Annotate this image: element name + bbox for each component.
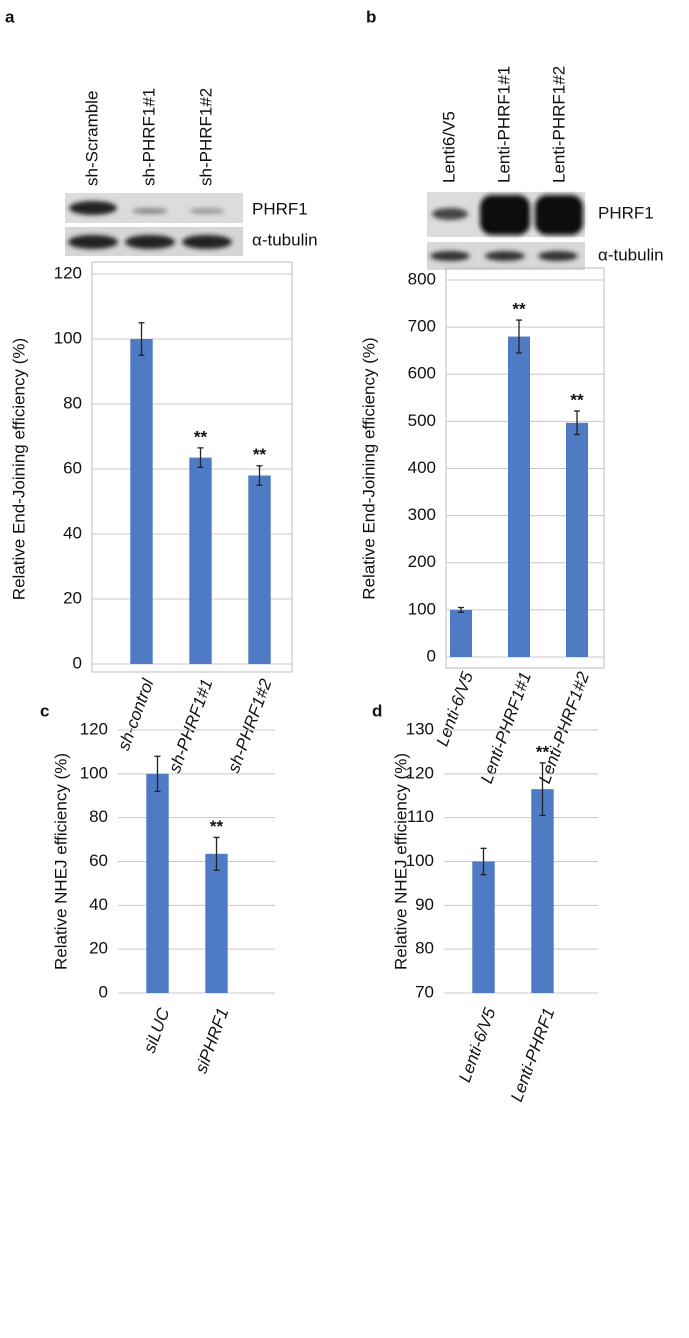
y-axis-label: Relative NHEJ efficiency (%) [391,753,410,970]
y-tick-label: 600 [408,364,436,383]
y-tick-label: 120 [406,763,434,782]
x-tick-label: Lenti-6/V5 [433,669,478,749]
y-tick-label: 120 [80,719,108,738]
bar [189,457,212,664]
band [538,251,578,261]
protein-label: α-tubulin [252,230,318,249]
x-tick-label: Lenti-PHRF1#2 [535,669,593,786]
lane-label: Lenti-PHRF1#1 [494,66,513,183]
y-axis-label: Relative End-Joining efficiency (%) [359,337,378,599]
y-tick-label: 80 [63,393,82,412]
y-tick-label: 400 [408,458,436,477]
panel-label: d [372,701,382,720]
protein-label: PHRF1 [252,199,308,218]
bar [205,853,228,993]
y-tick-label: 60 [63,458,82,477]
band [430,251,470,261]
panel-label: c [40,701,49,720]
y-tick-label: 100 [80,763,108,782]
significance: ** [512,300,526,319]
significance: ** [253,445,267,464]
protein-label: PHRF1 [598,203,654,222]
y-tick-label: 500 [408,411,436,430]
significance: ** [536,742,550,761]
y-tick-label: 120 [54,263,82,282]
y-tick-label: 40 [63,523,82,542]
y-tick-label: 90 [415,895,434,914]
lane-label: sh-PHRF1#1 [139,88,158,186]
lane-label: sh-PHRF1#2 [196,88,215,186]
y-tick-label: 200 [408,552,436,571]
bar [146,773,169,993]
y-tick-label: 100 [54,328,82,347]
y-tick-label: 800 [408,269,436,288]
band [535,195,583,235]
bar [565,422,589,657]
y-tick-label: 110 [407,807,434,826]
x-tick-label: Lenti-PHRF1#1 [477,669,535,786]
y-tick-label: 80 [89,807,108,826]
bar [248,475,271,664]
significance: ** [194,427,208,446]
y-axis-label: Relative End-Joining efficiency (%) [9,338,28,600]
significance: ** [570,390,584,409]
y-tick-label: 700 [408,317,436,336]
band [132,208,168,214]
blot-b [427,192,585,270]
x-tick-label: sh-control [114,675,158,753]
bar [507,336,531,657]
y-tick-label: 300 [408,505,436,524]
lane-label: Lenti6/V5 [439,111,458,183]
x-tick-label: sh-PHRF1#1 [165,676,216,775]
band [432,208,468,220]
y-tick-label: 20 [63,588,82,607]
x-tick-label: Lenti-6/V5 [455,1005,500,1085]
bar [449,609,473,657]
y-axis-label: Relative NHEJ efficiency (%) [51,753,70,970]
lane-label: Lenti-PHRF1#2 [549,66,568,183]
band [69,201,117,215]
y-tick-label: 60 [89,851,108,870]
x-tick-label: sh-PHRF1#2 [224,676,276,775]
bar [130,339,153,664]
y-tick-label: 70 [415,982,434,1001]
x-tick-label: siPHRF1 [191,1005,232,1075]
band [480,195,530,235]
band [189,208,225,214]
band [485,251,525,261]
panel-label: a [5,7,15,26]
y-tick-label: 100 [408,599,436,618]
plot-frame [91,261,293,673]
y-tick-label: 130 [406,719,434,738]
y-tick-label: 0 [73,653,82,672]
y-tick-label: 0 [99,982,108,1001]
y-tick-label: 0 [427,646,436,665]
y-tick-label: 80 [415,939,434,958]
bar [531,789,554,993]
x-tick-label: Lenti-PHRF1 [507,1005,558,1104]
protein-label: α-tubulin [598,245,664,264]
panel-label: b [366,7,376,26]
y-tick-label: 40 [89,895,108,914]
significance: ** [210,817,224,836]
lane-label: sh-Scramble [82,91,101,186]
x-tick-label: siLUC [140,1005,174,1056]
bar [472,861,495,993]
band [125,235,175,249]
y-tick-label: 20 [89,939,108,958]
band [182,235,232,249]
band [68,235,118,249]
blot-a [65,193,243,256]
y-tick-label: 100 [406,851,434,870]
